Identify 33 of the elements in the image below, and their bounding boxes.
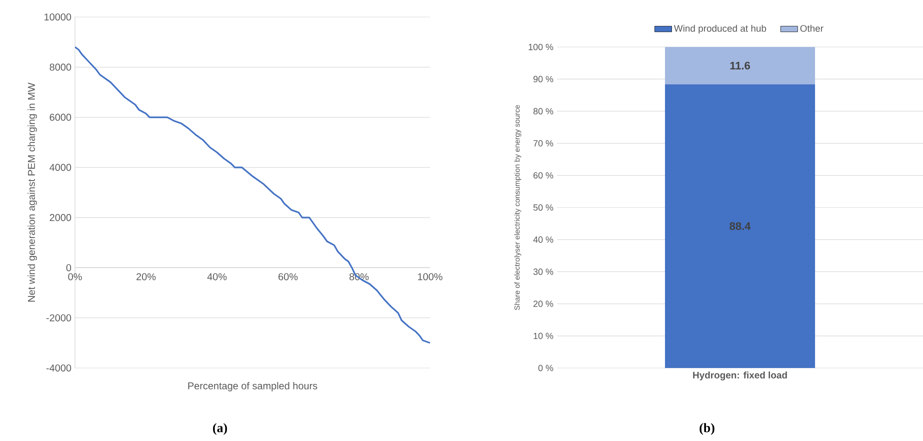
y-axis-title: Net wind generation against PEM charging in MW — [28, 82, 37, 302]
x-tick-label: 20% — [136, 273, 156, 280]
y-tick-label: 40 % — [533, 236, 554, 243]
data-label: 11.6 — [730, 62, 750, 70]
y-tick-label: 60 % — [534, 172, 554, 179]
data-label: 88.4 — [730, 222, 751, 230]
x-tick-label: 0% — [68, 273, 82, 280]
x-tick-label: Hydrogen: fixed load — [693, 372, 787, 380]
y-tick-label: 30 % — [533, 268, 554, 275]
y-tick-label: 70 % — [534, 140, 554, 146]
y-tick-label: 10000 — [44, 13, 72, 21]
y-tick-label: 10 % — [534, 332, 554, 340]
text: (b) — [700, 423, 714, 435]
y-tick-label: -2000 — [46, 314, 72, 322]
x-tick-label: 60% — [278, 273, 298, 280]
y-tick-label: 50 % — [533, 204, 554, 211]
legend-label: Other — [800, 24, 824, 32]
y-tick-label: 6000 — [50, 114, 72, 121]
x-axis-title: Percentage of sampled hours — [188, 382, 318, 392]
y-tick-label: 20 % — [534, 300, 554, 307]
y-tick-label: 0 — [66, 264, 72, 272]
y-tick-label: 2000 — [50, 214, 72, 222]
y-tick-label: 4000 — [50, 164, 72, 171]
y-tick-label: 100 % — [528, 44, 554, 50]
y-tick-label: 0 % — [538, 364, 554, 372]
x-tick-label: 100% — [418, 273, 442, 280]
x-tick-label: 40% — [207, 273, 227, 280]
legend-label: Wind produced at hub — [674, 24, 766, 34]
y-tick-label: -4000 — [46, 364, 72, 372]
y-tick-label: 90 % — [533, 76, 554, 82]
text: (a) — [213, 423, 227, 435]
y-tick-label: 8000 — [50, 64, 72, 71]
y-tick-label: 80 % — [533, 108, 554, 114]
